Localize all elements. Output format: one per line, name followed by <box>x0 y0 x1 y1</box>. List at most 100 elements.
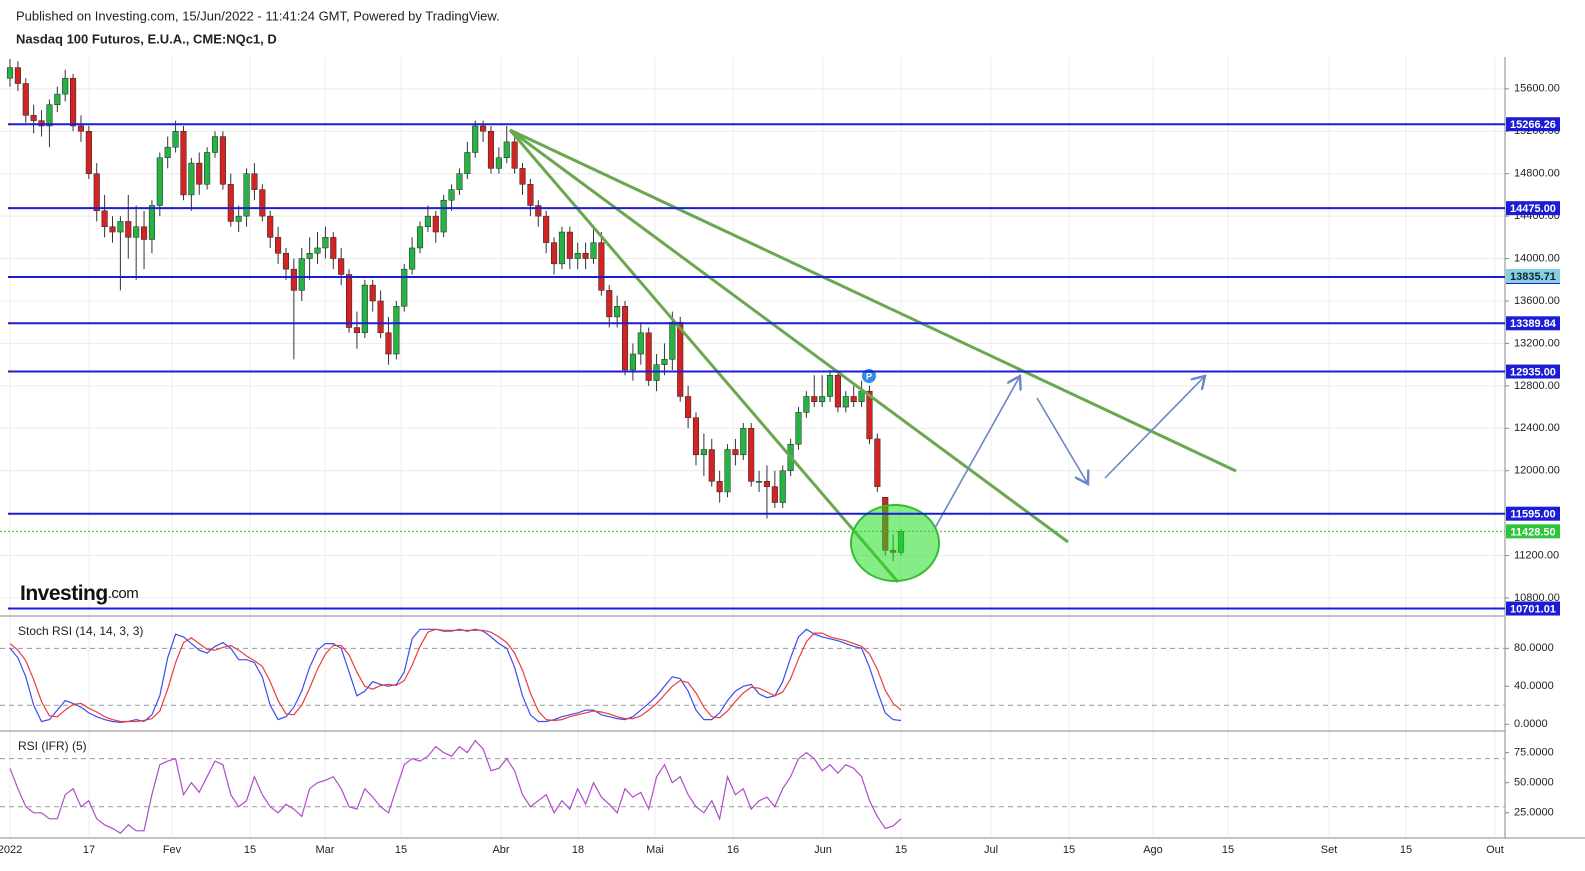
candle-body <box>306 253 313 259</box>
candle-body <box>724 449 731 493</box>
chart-title: Nasdaq 100 Futuros, E.U.A., CME:NQc1, D <box>16 31 277 46</box>
candle-body <box>314 247 321 254</box>
price-label-box <box>1506 524 1560 539</box>
price-plot <box>6 59 905 561</box>
candle-body <box>46 104 53 127</box>
x-tick-label: 17 <box>83 844 95 856</box>
pane-title: RSI (IFR) (5) <box>18 739 87 753</box>
candle-body <box>290 268 297 291</box>
candle-body <box>251 173 258 190</box>
x-tick-label: 2022 <box>0 844 22 856</box>
level-label: 15266.26 <box>1510 119 1556 131</box>
highlight-ellipse <box>850 504 940 582</box>
indicator-line <box>9 739 902 834</box>
logo-suffix: .com <box>108 585 139 602</box>
y-tick-label: 13600.00 <box>1514 295 1560 307</box>
candle-body <box>732 449 739 456</box>
candle-body <box>480 125 487 132</box>
candle-body <box>826 375 834 397</box>
candle-body <box>551 242 558 265</box>
candle-body <box>172 131 179 148</box>
logo: Investing.com <box>20 582 138 605</box>
y-tick-label: 80.0000 <box>1514 642 1554 654</box>
candle-body <box>267 215 274 238</box>
x-tick-label: 15 <box>1400 844 1412 856</box>
candle-body <box>401 268 408 307</box>
candle-body <box>393 306 400 355</box>
x-tick-label: 15 <box>895 844 907 856</box>
price-label: 13835.71 <box>1510 271 1556 283</box>
candle-body <box>140 226 148 240</box>
candle-body <box>543 215 550 243</box>
candle-body <box>866 390 873 440</box>
candle-body <box>117 221 124 233</box>
candle-body <box>598 242 605 291</box>
candle-body <box>204 152 211 185</box>
candle-body <box>54 93 61 105</box>
price-label-box <box>1506 268 1560 283</box>
y-tick-label: 13200.00 <box>1514 337 1560 349</box>
y-tick-label: 11200.00 <box>1514 549 1559 561</box>
y-tick-label: 50.0000 <box>1514 777 1554 789</box>
trendline <box>509 128 1237 473</box>
level-label: 12935.00 <box>1510 366 1556 378</box>
candle-body <box>621 306 629 371</box>
arrow <box>1104 376 1205 479</box>
candle-body <box>653 364 660 381</box>
candle-body <box>62 77 69 95</box>
candle-body <box>338 258 345 275</box>
candle-body <box>148 205 155 240</box>
x-tick-label: Abr <box>492 844 509 856</box>
x-tick-label: 15 <box>244 844 256 856</box>
candle-body <box>842 396 849 408</box>
published-note: Published on Investing.com, 15/Jun/2022 … <box>16 8 500 23</box>
trendline <box>509 128 1069 544</box>
y-tick-label: 40.0000 <box>1514 680 1554 692</box>
x-tick-label: Set <box>1321 844 1338 856</box>
y-tick-label: 15600.00 <box>1514 83 1560 95</box>
level-label-box <box>1506 506 1560 521</box>
drawings <box>508 128 1237 583</box>
candle-body <box>440 199 447 233</box>
candle-body <box>361 284 368 334</box>
candle-body <box>424 215 431 227</box>
candle-body <box>511 141 518 169</box>
y-tick-label: 12000.00 <box>1514 465 1560 477</box>
candle-body <box>30 115 37 121</box>
y-tick-label: 12800.00 <box>1514 380 1560 392</box>
candle-body <box>259 189 266 217</box>
candle-body <box>614 306 621 318</box>
y-tick-label: 12400.00 <box>1514 422 1560 434</box>
candle-body <box>377 300 384 334</box>
candle-body <box>219 136 226 185</box>
candle-body <box>748 428 755 482</box>
candle-body <box>716 481 723 493</box>
candle-body <box>432 215 439 233</box>
y-tick-label: 14800.00 <box>1514 168 1560 180</box>
logo-brand: Investing <box>20 582 108 605</box>
candle-body <box>196 162 203 185</box>
candle-body <box>125 221 132 238</box>
marker-label: P <box>866 371 872 381</box>
candle-body <box>740 428 747 456</box>
x-tick-label: Mar <box>316 844 335 856</box>
candle-body <box>566 231 573 259</box>
candle-body <box>243 173 250 217</box>
candle-body <box>109 226 116 233</box>
candle-body <box>708 449 715 482</box>
candle-body <box>133 226 140 238</box>
level-label-box <box>1506 364 1560 379</box>
candle-body <box>416 226 424 249</box>
candle-body <box>535 205 542 217</box>
price-label: 11428.50 <box>1510 526 1555 538</box>
arrow <box>934 376 1020 529</box>
candle-body <box>527 184 534 206</box>
candle-body <box>637 332 644 355</box>
level-label-box <box>1506 601 1560 616</box>
candle-body <box>298 258 305 291</box>
level-label: 10701.01 <box>1510 603 1556 615</box>
x-tick-label: 16 <box>727 844 739 856</box>
y-tick-label: 25.0000 <box>1514 807 1554 819</box>
x-tick-label: 15 <box>1063 844 1075 856</box>
